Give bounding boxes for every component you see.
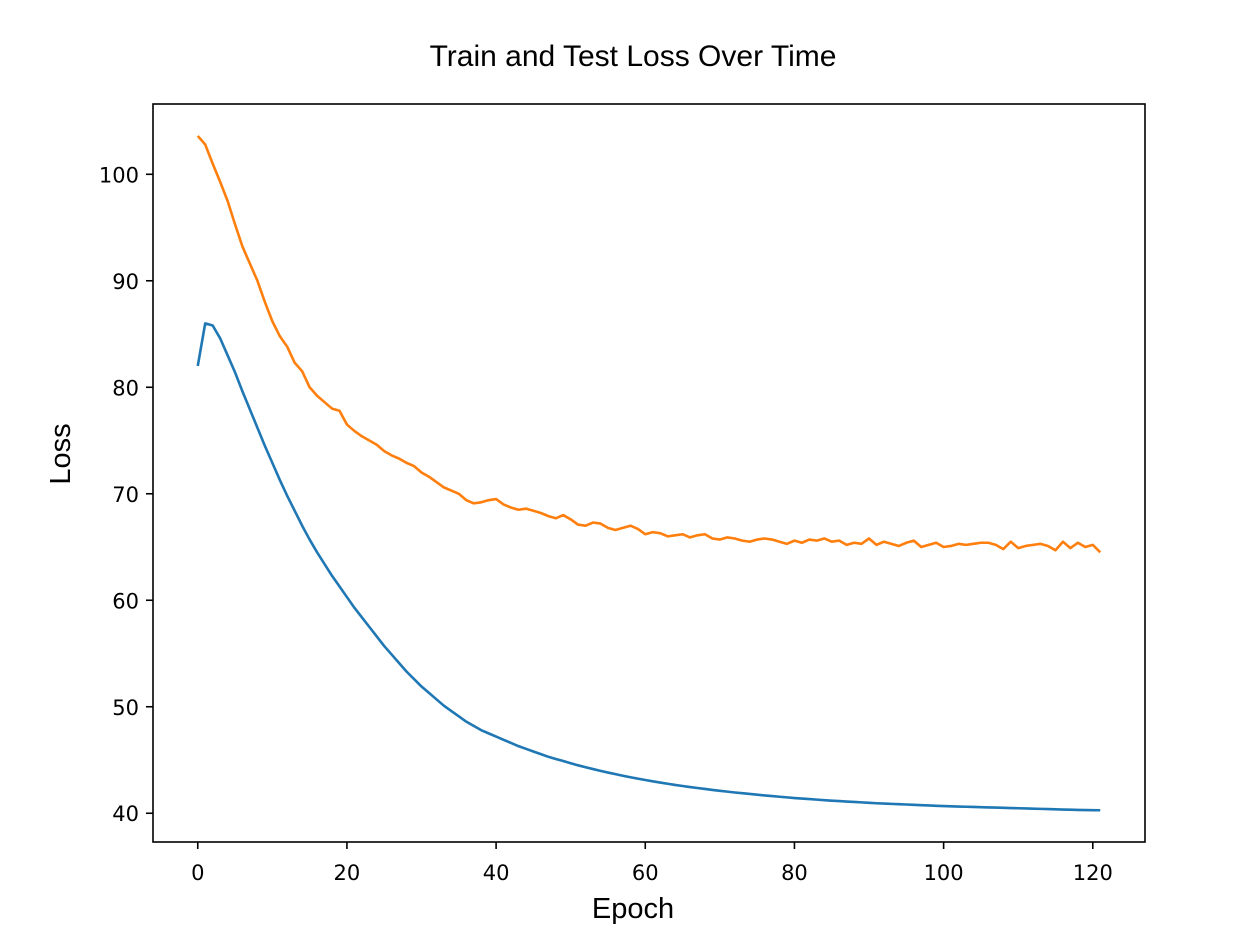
y-tick-label: 60 <box>112 589 139 613</box>
y-tick-label: 40 <box>112 802 139 826</box>
y-axis-ticks: 40 50 60 70 80 90 100 <box>99 163 153 826</box>
series-lines <box>196 135 1102 812</box>
chart-title: Train and Test Loss Over Time <box>429 40 837 73</box>
y-tick-label: 100 <box>99 163 139 187</box>
series-line-1 <box>196 322 1101 812</box>
x-axis-ticks: 0 20 40 60 80 100 120 <box>191 842 1113 885</box>
y-tick-label: 90 <box>112 270 139 294</box>
x-tick-label: 100 <box>924 861 964 885</box>
plot-area-frame <box>152 103 1146 843</box>
y-tick-label: 70 <box>112 483 139 507</box>
y-tick-label: 50 <box>112 696 139 720</box>
x-tick-label: 120 <box>1073 861 1113 885</box>
y-axis-label: Loss <box>45 423 77 484</box>
x-axis-label: Epoch <box>592 893 674 925</box>
series-line-2 <box>196 135 1102 554</box>
x-tick-label: 80 <box>781 861 808 885</box>
x-tick-label: 40 <box>483 861 510 885</box>
x-tick-label: 20 <box>334 861 361 885</box>
x-tick-label: 60 <box>632 861 659 885</box>
y-tick-label: 80 <box>112 376 139 400</box>
x-tick-label: 0 <box>191 861 204 885</box>
